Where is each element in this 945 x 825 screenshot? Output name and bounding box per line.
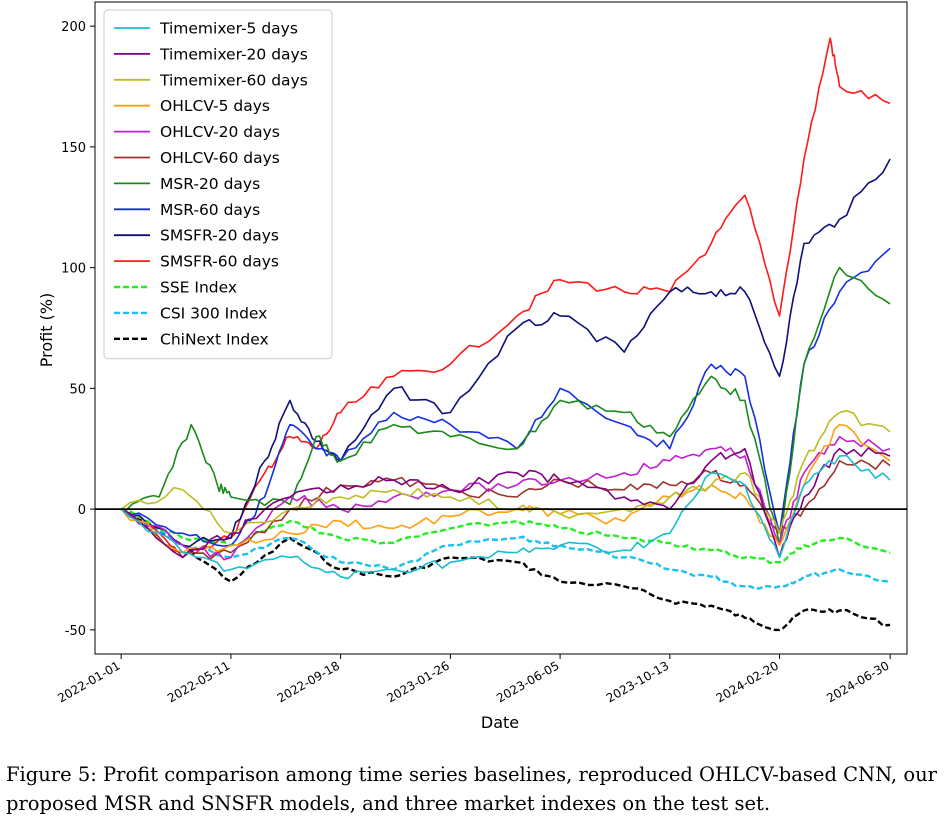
- legend: Timemixer-5 days Timemixer-20 days Timemix…: [103, 9, 333, 360]
- x-tick-label: 2024-02-20: [714, 658, 781, 705]
- series-line-sse-index: [120, 507, 891, 565]
- y-axis-label: Profit (%): [37, 293, 56, 368]
- y-tick-label: 50: [69, 382, 86, 397]
- series-line-smsfr-60-days: [120, 37, 891, 554]
- legend-label: OHLCV-20 days: [160, 123, 280, 141]
- legend-box: [103, 9, 333, 360]
- x-tick-label: 2022-01-01: [55, 658, 122, 705]
- x-tick-label: 2023-01-26: [384, 658, 451, 705]
- legend-label: Timemixer-60 days: [159, 71, 308, 89]
- series-line-csi-300-index: [120, 508, 891, 590]
- series-line-msr-20-days: [121, 266, 891, 547]
- legend-label: MSR-60 days: [160, 201, 260, 219]
- x-tick-label: 2024-06-30: [824, 658, 891, 705]
- legend-label: SMSFR-20 days: [160, 227, 279, 245]
- x-axis-label: Date: [481, 713, 519, 732]
- legend-label: Timemixer-5 days: [159, 20, 298, 38]
- y-tick-label: -50: [65, 624, 86, 639]
- legend-label: SMSFR-60 days: [160, 253, 279, 271]
- legend-label: CSI 300 Index: [160, 304, 267, 322]
- profit-line-chart: -50 0 50 100 150 200 2022-01-01 2022-05-11 2022-…: [37, 1, 908, 732]
- y-tick-label: 200: [61, 20, 86, 35]
- y-tick-label: 0: [78, 503, 86, 518]
- series-line-chinext-index: [120, 508, 891, 632]
- series-line-smsfr-20-days: [120, 158, 891, 548]
- legend-label: SSE Index: [160, 279, 237, 297]
- legend-label: ChiNext Index: [160, 330, 269, 348]
- x-tick-label: 2023-10-13: [604, 658, 671, 705]
- x-tick-label: 2022-09-18: [275, 658, 342, 705]
- legend-label: OHLCV-5 days: [160, 97, 270, 115]
- legend-label: MSR-20 days: [160, 175, 260, 193]
- x-tick-label: 2023-06-05: [494, 658, 561, 705]
- y-tick-label: 100: [61, 262, 86, 277]
- legend-label: OHLCV-60 days: [160, 149, 280, 167]
- series-line-timemixer-5-days: [120, 454, 891, 580]
- legend-label: Timemixer-20 days: [159, 45, 308, 63]
- y-tick-label: 150: [61, 141, 86, 156]
- figure-caption: Figure 5: Profit comparison among time s…: [6, 763, 937, 815]
- x-tick-label: 2022-05-11: [165, 658, 232, 705]
